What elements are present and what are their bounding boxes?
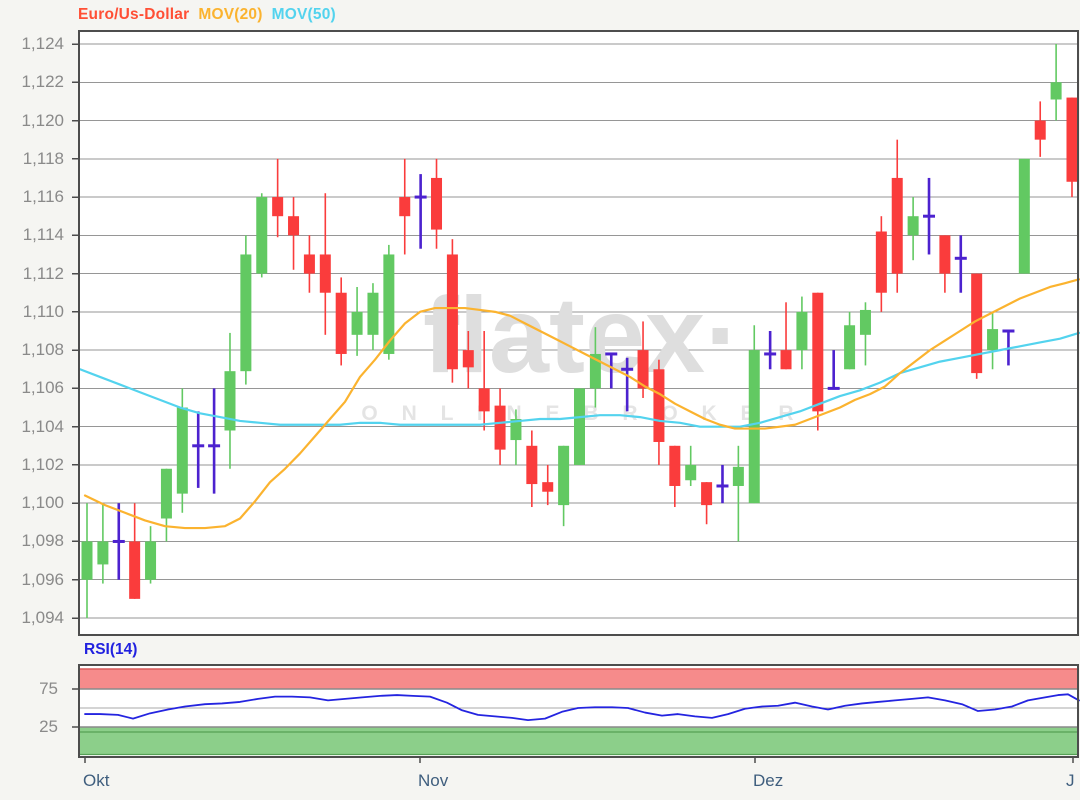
main-chart-legend: Euro/Us-Dollar MOV(20) MOV(50) — [78, 6, 345, 24]
price-tick-label: 1,104 — [21, 416, 64, 436]
price-tick-label: 1,122 — [21, 72, 64, 92]
price-tick-label: 1,094 — [21, 608, 64, 627]
price-tick-label: 1,098 — [21, 531, 64, 551]
legend-mov20-label: MOV(20) — [198, 6, 263, 23]
legend-mov50-label: MOV(50) — [271, 6, 336, 23]
price-tick-label: 1,108 — [21, 340, 64, 360]
price-tick-label: 1,124 — [21, 34, 64, 53]
flatex-watermark: flatex· — [423, 274, 741, 395]
price-tick-label: 1,116 — [22, 187, 64, 207]
price-tick-label: 1,102 — [21, 454, 64, 474]
price-tick-label: 1,118 — [22, 148, 64, 168]
price-tick-label: 1,100 — [21, 493, 64, 513]
month-tick-label: J — [1066, 771, 1075, 790]
legend-symbol-label: Euro/Us-Dollar — [78, 6, 190, 23]
rsi-legend-label: RSI(14) — [84, 641, 138, 658]
month-tick-label: Nov — [418, 771, 449, 790]
rsi-chart-canvas[interactable] — [70, 663, 1080, 764]
price-tick-label: 1,096 — [21, 569, 64, 589]
price-chart-canvas[interactable]: flatex·O N L I N E B R O K E R — [70, 30, 1080, 636]
month-tick-label: Dez — [753, 771, 784, 790]
price-tick-label: 1,114 — [22, 225, 64, 245]
price-tick-label: 1,106 — [21, 378, 64, 398]
rsi-overbought-label: 75 — [39, 679, 58, 698]
rsi-oversold-label: 25 — [39, 717, 58, 736]
price-tick-label: 1,112 — [22, 263, 64, 283]
price-tick-label: 1,120 — [21, 110, 64, 130]
month-tick-label: Okt — [83, 771, 110, 790]
price-tick-label: 1,110 — [22, 301, 64, 321]
